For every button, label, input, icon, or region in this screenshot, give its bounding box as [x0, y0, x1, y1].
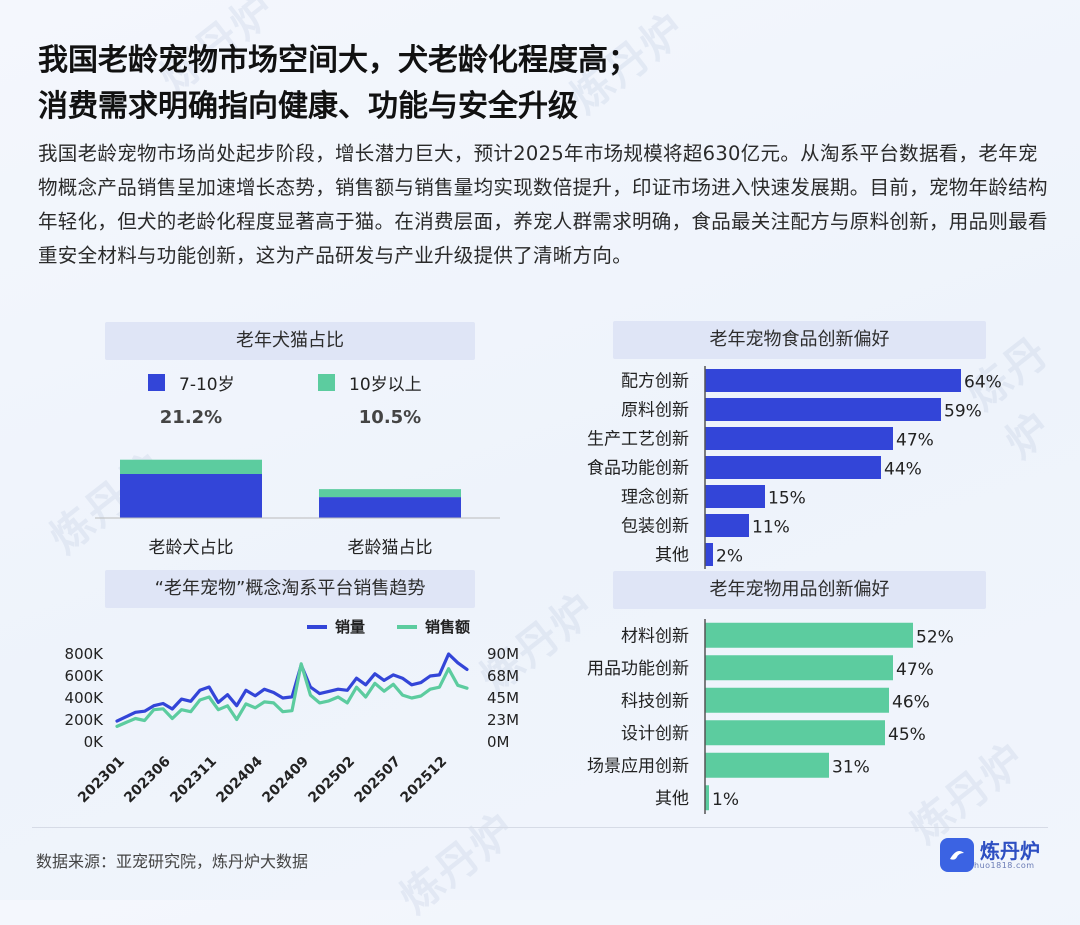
x-tick: 202502 — [305, 754, 358, 807]
value-label: 47% — [896, 431, 934, 451]
supplies-innovation-chart: 材料创新 52% 用品功能创新 47% 科技创新 46% 设计创新 45% 场景应用创新 31% 其… — [587, 619, 954, 814]
category-label: 原料创新 — [621, 401, 689, 421]
y-right-tick: 0M — [487, 733, 510, 751]
x-tick: 202311 — [167, 754, 220, 807]
x-tick: 202512 — [398, 754, 451, 807]
value-label: 46% — [892, 692, 930, 712]
category-label: 科技创新 — [621, 691, 689, 711]
logo-url: huo1818.com — [974, 860, 1035, 870]
category-label: 设计创新 — [621, 724, 689, 744]
y-right-tick: 68M — [487, 667, 519, 685]
bar — [705, 687, 889, 713]
category-label: 老龄犬占比 — [149, 538, 234, 558]
supply-pref-chart-title: 老年宠物用品创新偏好 — [613, 571, 986, 609]
series-line-volume — [115, 652, 469, 723]
bar — [705, 427, 893, 450]
y-left-tick: 200K — [65, 711, 105, 729]
footer-divider — [32, 827, 1048, 828]
value-label: 44% — [884, 460, 922, 480]
logo-icon — [940, 838, 974, 872]
legend-swatch-green — [318, 374, 335, 391]
legend-label: 销售额 — [425, 618, 470, 636]
brand-logo: 炼丹炉 huo1818.com — [940, 838, 1040, 872]
page-title: 我国老龄宠物市场空间大，犬老龄化程度高； 消费需求明确指向健康、功能与安全升级 — [38, 38, 638, 130]
category-label: 理念创新 — [621, 487, 689, 508]
y-left-tick: 400K — [65, 689, 105, 707]
sales-trend-chart: 800K600K400K200K0K90M68M45M23M0M20230120… — [65, 618, 520, 807]
category-label: 食品功能创新 — [587, 459, 689, 479]
bar-7-10 — [120, 474, 262, 518]
legend-item-10-plus: 10岁以上 — [318, 370, 422, 395]
x-tick: 202301 — [75, 754, 128, 807]
logo-text: 炼丹炉 — [980, 838, 1040, 863]
page-title-line-2: 消费需求明确指向健康、功能与安全升级 — [38, 89, 578, 124]
y-left-tick: 600K — [65, 667, 105, 685]
total-label: 21.2% — [160, 407, 222, 428]
intro-paragraph: 我国老龄宠物市场尚处起步阶段，增长潜力巨大，预计2025年市场规模将超630亿元… — [38, 142, 1048, 267]
data-source: 数据来源：亚宠研究院，炼丹炉大数据 — [36, 852, 309, 871]
bar — [705, 655, 893, 681]
category-label: 场景应用创新 — [587, 756, 689, 776]
bar — [705, 514, 749, 537]
value-label: 31% — [832, 757, 870, 777]
age-ratio-chart-title: 老年犬猫占比 — [105, 322, 475, 360]
category-label: 包装创新 — [621, 517, 689, 537]
bar — [705, 622, 913, 648]
page-title-line-1: 我国老龄宠物市场空间大，犬老龄化程度高； — [38, 43, 638, 78]
category-label: 配方创新 — [621, 372, 689, 392]
age-ratio-chart: 21.2% 老龄犬占比 10.5% 老龄猫占比 — [95, 407, 500, 558]
series-line-revenue — [115, 662, 469, 729]
category-label: 用品功能创新 — [587, 659, 689, 679]
trend-chart-title: “老年宠物”概念淘系平台销售趋势 — [105, 570, 475, 608]
bar — [705, 485, 765, 508]
bar-7-10 — [319, 497, 461, 518]
bar-10-plus — [319, 489, 461, 498]
x-tick: 202404 — [213, 753, 266, 806]
value-label: 52% — [916, 627, 954, 647]
bar-10-plus — [120, 459, 262, 474]
category-label: 老龄猫占比 — [348, 538, 433, 558]
category-label: 材料创新 — [621, 626, 689, 646]
bar — [705, 785, 709, 811]
category-label: 其他 — [655, 789, 689, 809]
legend-label: 10岁以上 — [349, 375, 422, 395]
x-tick: 202507 — [351, 754, 404, 807]
x-tick: 202409 — [259, 754, 312, 807]
value-label: 1% — [712, 790, 739, 810]
legend-label: 销量 — [335, 618, 365, 636]
y-left-tick: 0K — [84, 733, 105, 751]
bar — [705, 720, 885, 746]
bar — [705, 398, 941, 421]
value-label: 64% — [964, 373, 1002, 393]
y-left-tick: 800K — [65, 645, 105, 663]
y-right-tick: 45M — [487, 689, 519, 707]
bar — [705, 456, 881, 479]
bar — [705, 543, 713, 566]
total-label: 10.5% — [359, 407, 421, 428]
legend-swatch-blue — [148, 374, 165, 391]
legend-item-7-10: 7-10岁 — [148, 370, 235, 395]
value-label: 45% — [888, 725, 926, 745]
x-tick: 202306 — [121, 754, 174, 807]
value-label: 11% — [752, 518, 790, 538]
food-pref-chart-title: 老年宠物食品创新偏好 — [613, 321, 986, 359]
y-right-tick: 90M — [487, 645, 519, 663]
value-label: 59% — [944, 402, 982, 422]
value-label: 15% — [768, 489, 806, 509]
value-label: 2% — [716, 547, 743, 567]
food-innovation-chart: 配方创新 64% 原料创新 59% 生产工艺创新 47% 食品功能创新 44% 理念创新 15% 包… — [587, 366, 1002, 569]
value-label: 47% — [896, 660, 934, 680]
category-label: 生产工艺创新 — [587, 430, 689, 450]
category-label: 其他 — [655, 546, 689, 566]
bar — [705, 369, 961, 392]
bar — [705, 752, 829, 778]
legend-label: 7-10岁 — [179, 375, 235, 395]
y-right-tick: 23M — [487, 711, 519, 729]
